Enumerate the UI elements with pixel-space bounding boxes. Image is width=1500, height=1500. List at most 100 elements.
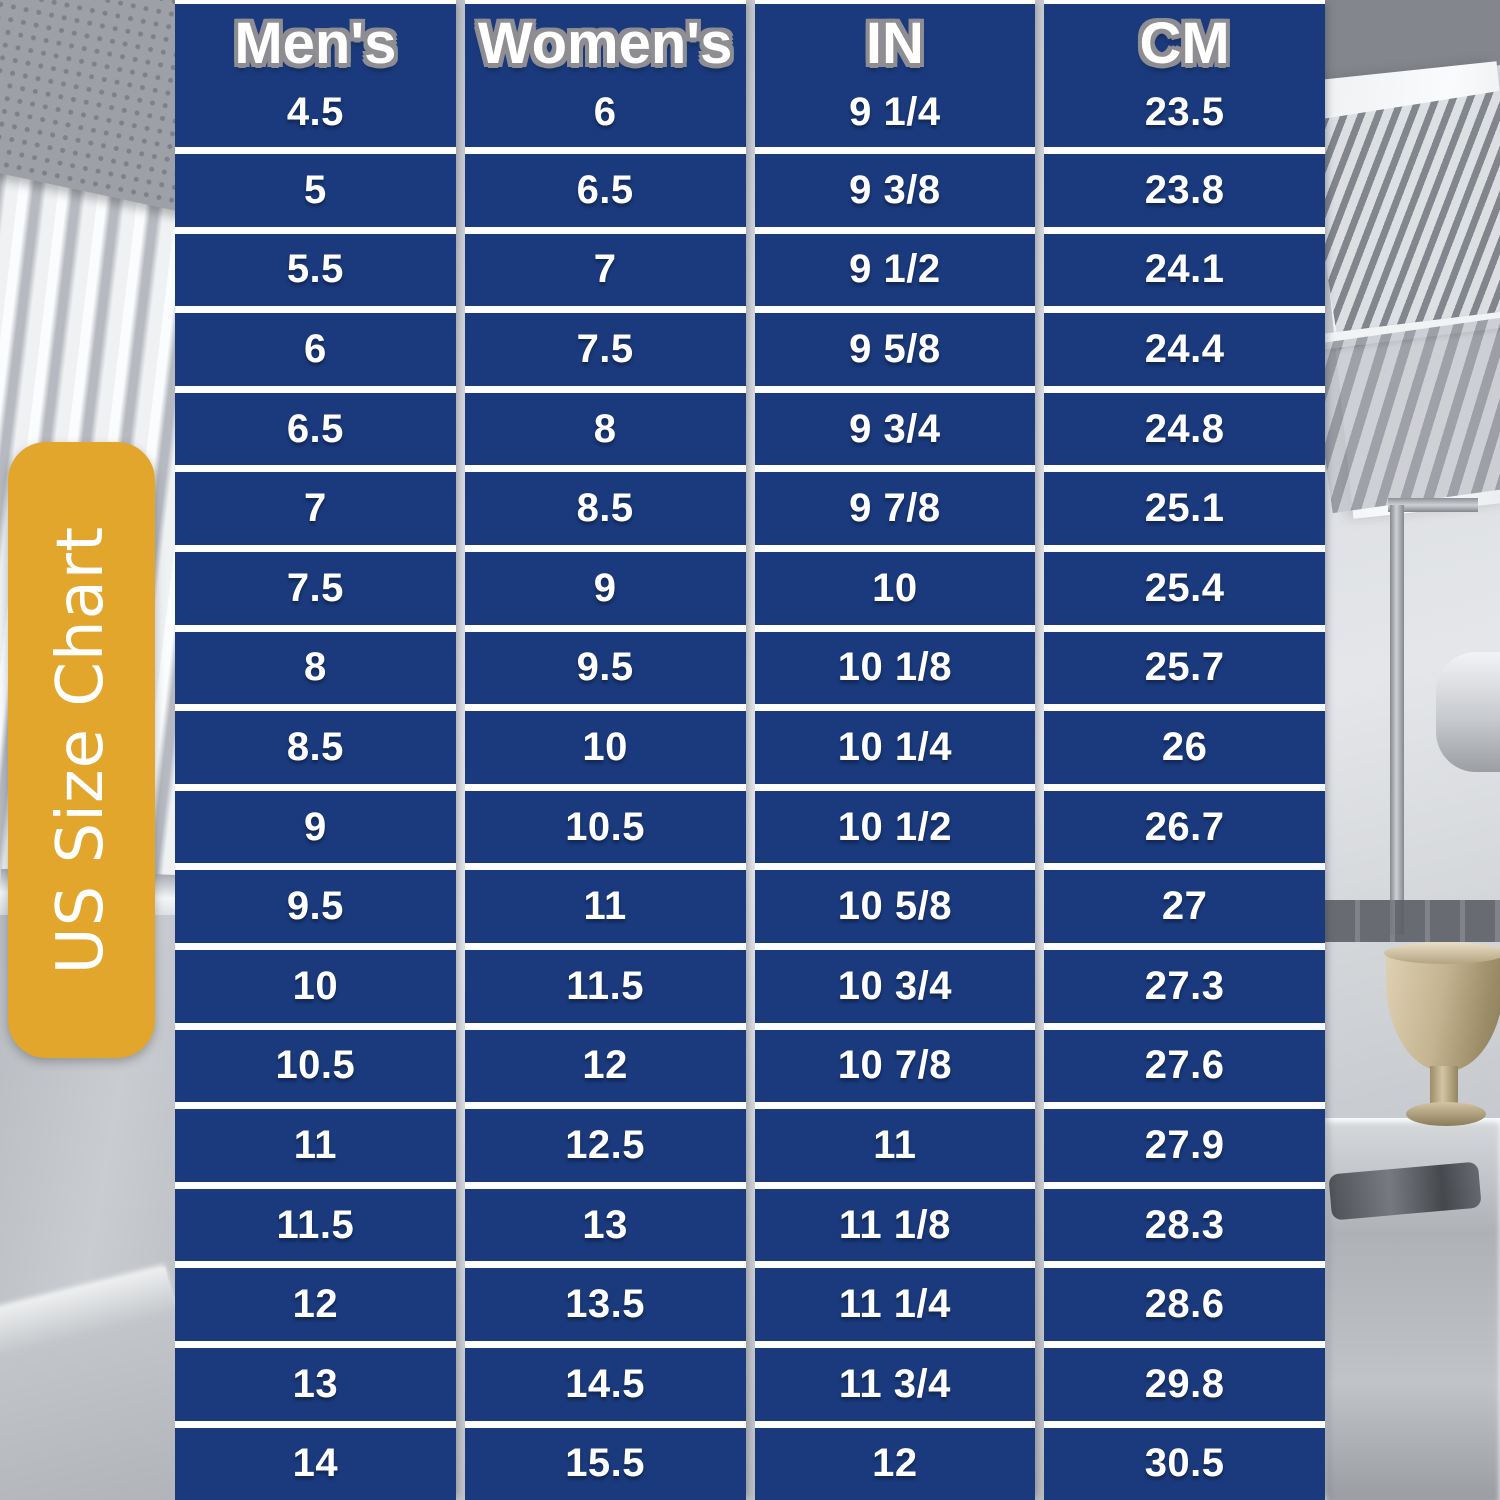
table-cell: 27	[1044, 870, 1325, 943]
cell-value: 10 1/4	[837, 724, 952, 769]
cell-value: 25.1	[1144, 486, 1225, 531]
table-cell: 8	[464, 392, 746, 466]
cell-value: 7	[593, 247, 617, 292]
cell-value: 10 7/8	[837, 1043, 952, 1088]
table-cell: 14	[175, 1427, 456, 1500]
table-cell: 12.5	[464, 1109, 746, 1182]
us-size-chart-label-text: US Size Chart	[44, 525, 119, 975]
cell-value: 13.5	[565, 1282, 646, 1327]
cell-value: 12	[292, 1282, 339, 1327]
table-cell: 10 1/4	[754, 711, 1036, 784]
table-cell: 26.7	[1044, 790, 1325, 864]
cell-value: 24.4	[1144, 326, 1225, 371]
cell-value: 23.8	[1144, 167, 1225, 212]
table-cell: 23.8	[1044, 154, 1325, 227]
table-cell: 9 5/8	[754, 313, 1036, 386]
table-cell: 6.5	[175, 392, 456, 466]
table-cell: 30.5	[1044, 1427, 1325, 1500]
table-cell: 11 1/8	[754, 1188, 1036, 1262]
cell-value: 10.5	[275, 1043, 356, 1088]
table-cell: 6	[175, 313, 456, 386]
table-cell: 10	[464, 711, 746, 784]
brass-goblet-base	[1406, 1102, 1486, 1126]
table-cell: 28.3	[1044, 1188, 1325, 1262]
table-cell: 10 1/8	[754, 631, 1036, 705]
cell-value: 13	[582, 1202, 628, 1247]
table-cell: 15.5	[464, 1427, 746, 1500]
cell-value: 11	[293, 1122, 338, 1167]
cell-value: 27.3	[1144, 963, 1225, 1008]
table-cell: 10	[754, 551, 1036, 625]
column-header: CM	[1139, 11, 1230, 76]
table-cell: 27.9	[1044, 1109, 1325, 1182]
brass-goblet-rim	[1384, 942, 1500, 964]
table-cell: 24.4	[1044, 313, 1325, 386]
table-cell: 7.5	[175, 551, 456, 625]
cell-value: 9 1/2	[849, 247, 941, 292]
table-cell: 24.1	[1044, 233, 1325, 307]
cell-value: 10 3/4	[837, 963, 952, 1008]
cell-value: 11 1/8	[838, 1202, 951, 1247]
cell-value: 9.5	[576, 645, 634, 690]
table-cell: 10 1/2	[754, 790, 1036, 864]
table-cell: 27.3	[1044, 949, 1325, 1023]
table-cell: 10 3/4	[754, 949, 1036, 1023]
table-cell: 11	[175, 1109, 456, 1182]
cell-value: 9 7/8	[849, 486, 941, 531]
table-column-cm: CM 23.5 23.8 24.1 24.4 24.8 25.1 25.4 25.7 26 26.7…	[1044, 0, 1325, 1500]
table-cell: 11.5	[175, 1188, 456, 1262]
cell-value: 6.5	[286, 406, 344, 451]
cell-value: 10 5/8	[837, 884, 952, 929]
table-cell: 14.5	[464, 1347, 746, 1421]
table-cell: Women's 6	[464, 4, 746, 147]
table-cell: 13.5	[464, 1268, 746, 1341]
cell-value: 12	[582, 1043, 628, 1088]
table-cell: CM 23.5	[1044, 4, 1325, 147]
table-cell: 10 5/8	[754, 870, 1036, 943]
cell-value: 4.5	[286, 90, 344, 134]
table-cell: 11 3/4	[754, 1347, 1036, 1421]
pipe-elbow	[1388, 498, 1478, 512]
vertical-pipe	[1390, 505, 1404, 935]
cell-value: 28.6	[1144, 1282, 1225, 1327]
table-cell: 9	[175, 790, 456, 864]
cell-value: 25.7	[1144, 645, 1225, 690]
table-cell: 10	[175, 949, 456, 1023]
cell-value: 27	[1161, 884, 1208, 929]
table-cell: 8	[175, 631, 456, 705]
cell-value: 8.5	[286, 724, 344, 769]
cell-value: 23.5	[1144, 90, 1225, 134]
cell-value: 10 1/8	[837, 645, 952, 690]
table-cell: 9.5	[175, 870, 456, 943]
cell-value: 27.9	[1144, 1122, 1225, 1167]
table-cell: 9	[464, 551, 746, 625]
cell-value: 5.5	[286, 247, 344, 292]
table-cell: 7.5	[464, 313, 746, 386]
cell-value: 26.7	[1144, 804, 1225, 849]
table-cell: 13	[175, 1347, 456, 1421]
cell-value: 11.5	[276, 1202, 355, 1247]
column-header: IN	[865, 11, 924, 76]
cell-value: 7.5	[576, 326, 634, 371]
cell-value: 11.5	[566, 963, 644, 1008]
cell-value: 26	[1161, 724, 1208, 769]
cell-value: 6.5	[576, 167, 634, 212]
table-cell: 27.6	[1044, 1029, 1325, 1103]
table-cell: 10 7/8	[754, 1029, 1036, 1103]
hood-grill-slats-right	[1303, 90, 1500, 350]
cell-value: 29.8	[1144, 1361, 1225, 1406]
table-cell: 11.5	[464, 949, 746, 1023]
cell-value: 6	[304, 326, 327, 371]
cell-value: 10	[872, 565, 918, 610]
table-cell: 11 1/4	[754, 1268, 1036, 1341]
table-cell: 5	[175, 154, 456, 227]
table-cell: 7	[175, 472, 456, 545]
cell-value: 7.5	[286, 565, 344, 610]
cell-value: 9 3/4	[849, 406, 941, 451]
table-cell: IN 9 1/4	[754, 4, 1036, 147]
table-cell: Men's 4.5	[175, 4, 456, 147]
cell-value: 24.1	[1144, 247, 1225, 292]
cell-value: 12	[872, 1441, 918, 1486]
table-cell: 24.8	[1044, 392, 1325, 466]
